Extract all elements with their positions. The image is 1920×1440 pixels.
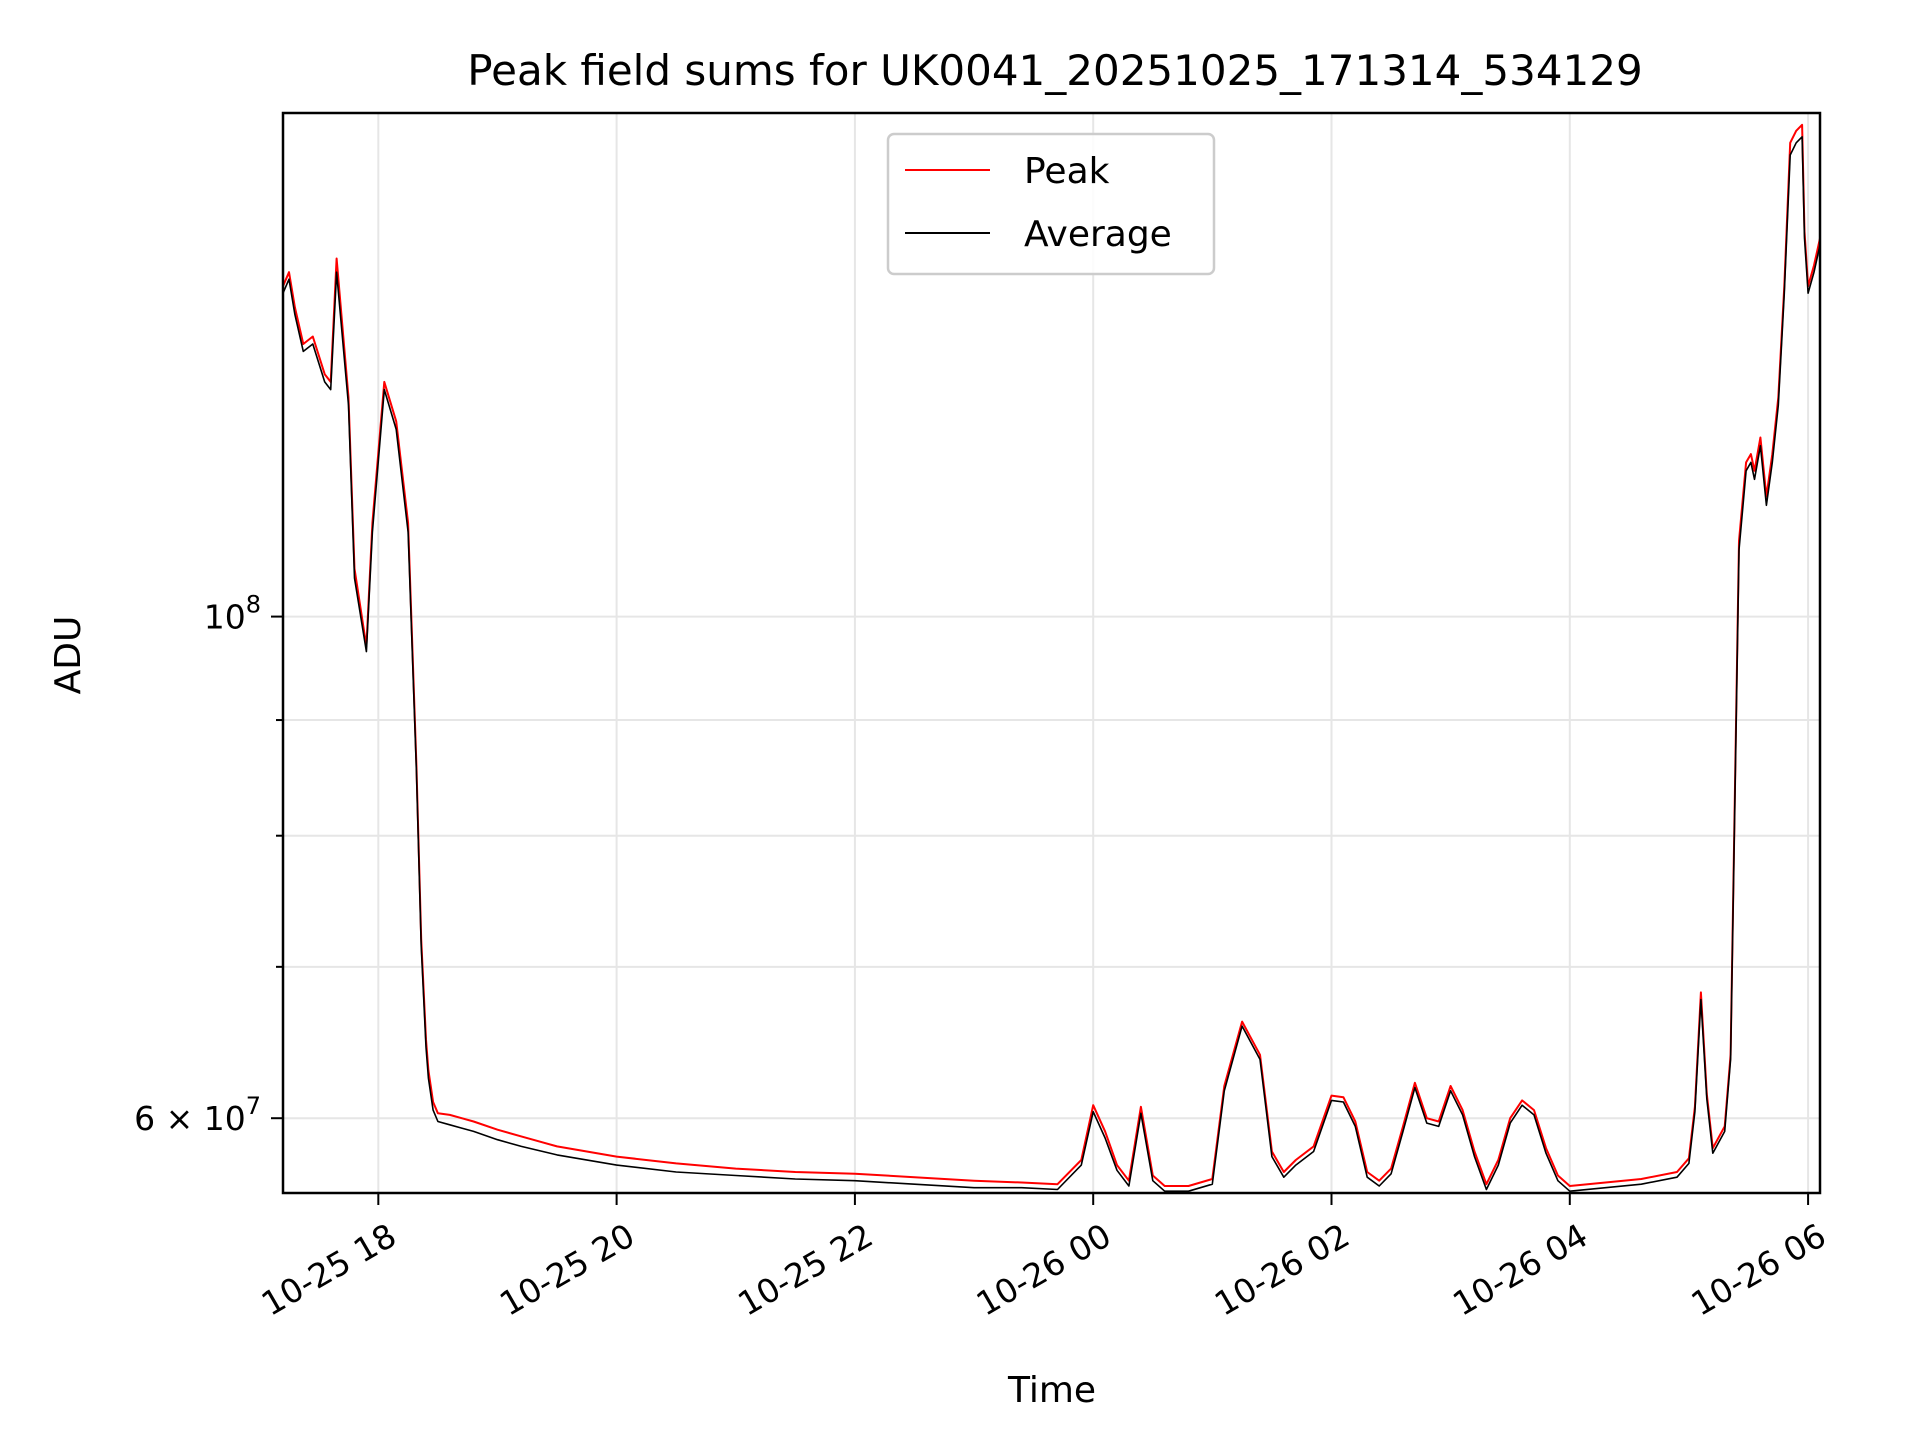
x-axis-label: Time bbox=[1007, 1370, 1096, 1411]
y-tick-label: 6 × 107 bbox=[134, 1092, 261, 1138]
grid bbox=[283, 113, 1820, 1193]
series-line-average bbox=[283, 136, 1820, 1192]
plot-frame bbox=[281, 111, 1822, 1195]
legend-label-average: Average bbox=[1024, 214, 1172, 255]
y-tick-label: 108 bbox=[204, 591, 261, 637]
y-axis-label: ADU bbox=[48, 616, 89, 695]
series-layer bbox=[283, 123, 1820, 1192]
legend: Peak Average bbox=[886, 132, 1216, 276]
y-axis-ticks: 6 × 107 108 bbox=[134, 591, 283, 1138]
legend-label-peak: Peak bbox=[1024, 151, 1110, 192]
chart-title: Peak field sums for UK0041_20251025_1713… bbox=[467, 46, 1642, 95]
